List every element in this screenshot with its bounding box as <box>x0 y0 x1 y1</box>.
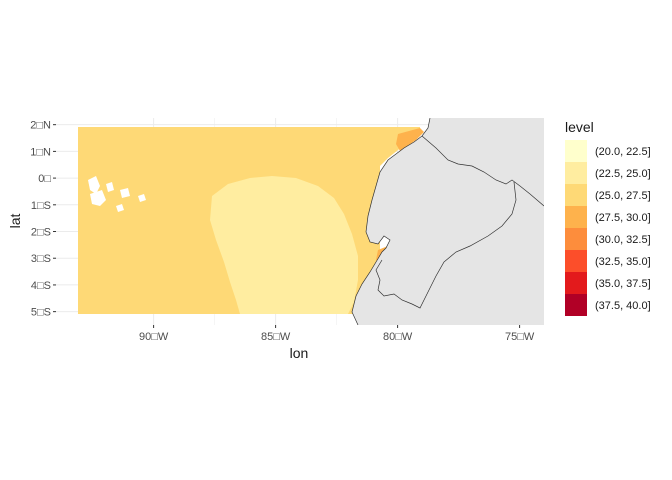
x-tick-label: 90□W <box>139 331 169 343</box>
y-tick-label: 2□S <box>31 227 51 239</box>
legend-label: (20.0, 22.5] <box>595 146 651 158</box>
x-tick-label: 80□W <box>383 331 413 343</box>
galapagos-island-2 <box>90 190 106 206</box>
galapagos-island-5 <box>116 204 124 212</box>
legend-key <box>565 272 587 294</box>
galapagos-island-4 <box>120 188 130 198</box>
country-border <box>375 181 517 309</box>
x-axis: 90□W 85□W 80□W 75□W <box>139 325 535 343</box>
legend-label: (35.0, 37.5] <box>595 278 651 290</box>
legend: level (20.0, 22.5] (22.5, 25.0] (25.0, 27.… <box>565 119 651 316</box>
legend-label: (22.5, 25.0] <box>595 168 651 180</box>
galapagos-island-6 <box>138 194 146 202</box>
x-axis-title: lon <box>290 345 309 361</box>
legend-key <box>565 184 587 206</box>
legend-key <box>565 250 587 272</box>
legend-key <box>565 228 587 250</box>
y-tick-label: 2□N <box>30 120 51 132</box>
y-tick-label: 3□S <box>31 253 51 265</box>
legend-key <box>565 294 587 316</box>
y-axis-title: lat <box>7 214 23 229</box>
legend-key <box>565 162 587 184</box>
legend-label: (30.0, 32.5] <box>595 234 651 246</box>
legend-label: (25.0, 27.5] <box>595 190 651 202</box>
legend-label: (37.5, 40.0] <box>595 300 651 312</box>
raster-cool-region <box>210 176 358 314</box>
legend-label: (27.5, 30.0] <box>595 212 651 224</box>
x-tick-label: 85□W <box>261 331 291 343</box>
legend-key <box>565 140 587 162</box>
galapagos-island-3 <box>106 182 114 192</box>
land-mass <box>352 118 544 325</box>
y-tick-label: 4□S <box>31 280 51 292</box>
y-axis: 2□N 1□N 0□ 1□S 2□S 3□S 4□S 5□S <box>30 120 56 319</box>
legend-key <box>565 206 587 228</box>
y-tick-label: 5□S <box>31 307 51 319</box>
legend-title: level <box>565 119 594 135</box>
coastline <box>351 118 431 325</box>
galapagos-island-1 <box>88 176 100 194</box>
sst-raster <box>78 118 544 325</box>
raster-warm-patch-north <box>396 128 424 151</box>
y-tick-label: 1□S <box>31 200 51 212</box>
legend-label: (32.5, 35.0] <box>595 256 651 268</box>
y-tick-label: 1□N <box>30 146 51 158</box>
x-tick-label: 75□W <box>505 331 535 343</box>
y-tick-label: 0□ <box>38 173 51 185</box>
country-border <box>421 135 544 207</box>
